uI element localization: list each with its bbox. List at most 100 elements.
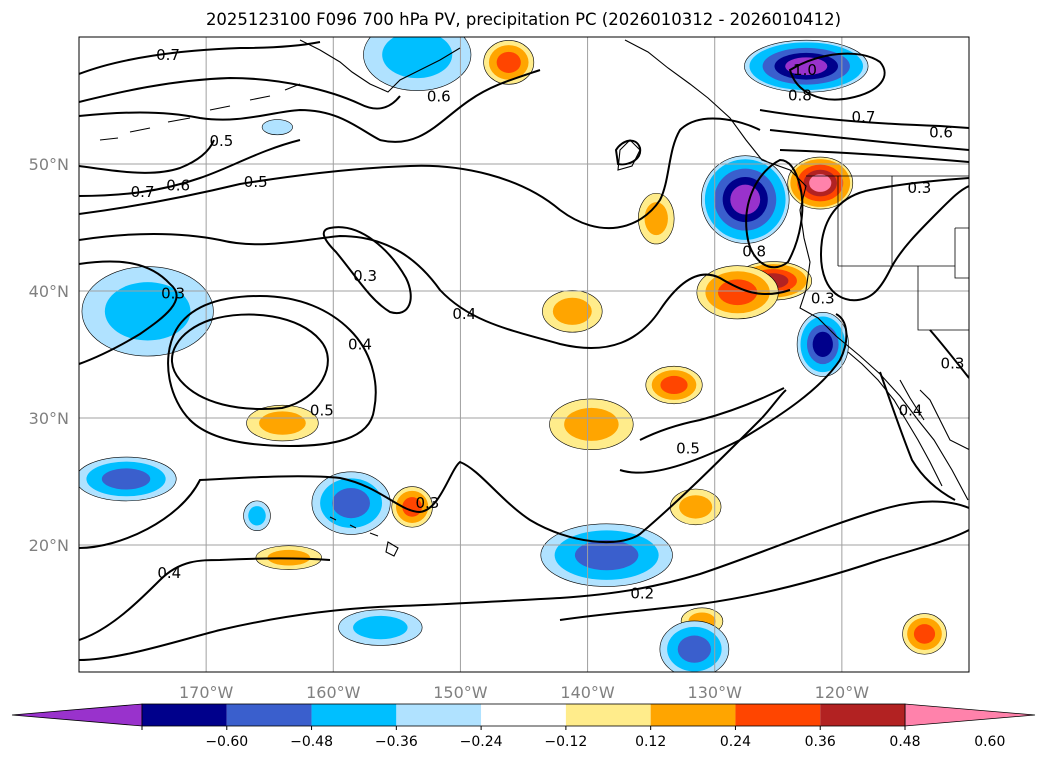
colorbar-tick-label: 0.48 [889, 734, 920, 750]
aleutian-islands [99, 83, 301, 141]
precip-anomaly-blob [730, 184, 761, 215]
colorbar-tick-label: 0.60 [974, 734, 1005, 750]
precip-anomaly-blob [353, 615, 408, 640]
us-state-borders [806, 175, 969, 331]
pv-contour-0.8-north [759, 109, 969, 129]
pv-contour-label: 0.3 [161, 285, 185, 303]
precip-anomaly-blob [809, 174, 832, 192]
latitude-label: 20°N [29, 536, 69, 555]
colorbar-tick-label: −0.60 [205, 734, 248, 750]
pv-contour-label: 0.4 [452, 305, 476, 323]
pv-contour-label: 0.7 [131, 183, 155, 201]
pv-contour-0.2-south [79, 500, 969, 661]
colorbar-bin [311, 704, 397, 726]
pv-contour-label: 0.4 [348, 335, 372, 353]
precip-anomaly-blob [812, 331, 833, 357]
pv-contour-0.8-trough [745, 158, 804, 269]
precip-anomaly-blob [785, 57, 828, 76]
map-gridlines [79, 37, 969, 672]
colorbar-bin [396, 704, 482, 726]
chart-title: 2025123100 F096 700 hPa PV, precipitatio… [205, 10, 842, 29]
pv-contour-0.6-west [79, 139, 301, 197]
colorbar-bin [226, 704, 312, 726]
pv-contour-label: 0.7 [852, 108, 876, 126]
pv-contour-label: 1.0 [793, 61, 817, 79]
latitude-label: 30°N [29, 409, 69, 428]
pv-contour-0.7-north [79, 41, 321, 75]
precip-anomaly-blob [248, 506, 266, 526]
pv-contour-0.4-ring [167, 294, 377, 448]
pv-contour-0.7-east [769, 129, 969, 151]
precip-anomaly-blob [496, 51, 521, 73]
precip-anomaly-blob [660, 375, 688, 395]
pv-contour-label: 0.6 [166, 177, 190, 195]
pv-contour-label: 0.3 [907, 179, 931, 197]
precip-anomaly-blob [913, 624, 936, 644]
pv-contour-0.6-east [779, 149, 969, 163]
pv-contour-label: 0.7 [156, 46, 180, 64]
colorbar-extend-high [904, 703, 1036, 727]
precip-anomaly-blob [104, 282, 191, 341]
coastline-layer [99, 39, 969, 557]
pv-contour-0.4-southeast [639, 387, 785, 441]
pv-contour-label: 0.2 [630, 584, 654, 602]
pv-contour-0.3-east [820, 177, 969, 302]
pv-contour-label: 0.6 [427, 88, 451, 106]
precip-anomaly-blob [259, 411, 306, 435]
colorbar-tick-label: −0.36 [375, 734, 418, 750]
colorbar-bin [142, 704, 227, 726]
longitude-label: 160°W [306, 683, 361, 702]
longitude-label: 120°W [815, 683, 870, 702]
pv-contour-0.3-closed [322, 226, 412, 315]
pv-contour-label: 0.3 [415, 494, 439, 512]
pv-contour-0.6-north [79, 76, 401, 110]
pv-contour-0.5-north [79, 69, 541, 143]
pv-contour-0.4-main [79, 233, 791, 349]
pv-contour-label: 0.8 [788, 86, 812, 104]
baja-california-coastline [847, 351, 943, 487]
precip-anomaly-blob [552, 297, 592, 325]
colorbar-bin [565, 704, 651, 726]
colorbar-extend-low [11, 703, 143, 727]
pv-contour-label: 0.3 [353, 267, 377, 285]
latitude-label: 40°N [29, 282, 69, 301]
pv-contour-label: 0.3 [941, 354, 965, 372]
pv-contour-label: 0.5 [209, 132, 233, 150]
colorbar: −0.60 −0.48 −0.36 −0.24 −0.12 0.12 0.24 0.36 0.4… [11, 703, 1036, 750]
pv-contour-0.3-south [79, 389, 787, 549]
longitude-label: 140°W [560, 683, 615, 702]
precip-anomaly-blob [574, 540, 639, 571]
colorbar-tick-label: −0.48 [290, 734, 333, 750]
colorbar-tick-label: 0.24 [720, 734, 751, 750]
colorbar-bin [735, 704, 821, 726]
colorbar-bin [650, 704, 736, 726]
colorbar-tick-label: 0.12 [635, 734, 666, 750]
precip-anomaly-blob [679, 495, 713, 519]
precip-anomaly-layer [79, 37, 947, 672]
pv-contour-label: 0.5 [244, 173, 268, 191]
colorbar-bin [481, 704, 566, 726]
pv-contour-0.2-lower [559, 529, 969, 621]
pv-contour-small-closed [614, 139, 642, 166]
colorbar-bin [820, 704, 905, 726]
precip-anomaly-blob [332, 487, 370, 519]
pv-contour-0.4-south [79, 557, 331, 641]
alaska-peninsula-coastline [299, 39, 461, 93]
colorbar-tick-label: 0.36 [805, 734, 836, 750]
colorbar-tick-label: −0.12 [544, 734, 587, 750]
pv-contour-label: 0.6 [929, 123, 953, 141]
pv-contour-0.5-closed-low [170, 313, 329, 410]
pv-contour-label: 0.5 [310, 401, 334, 419]
precip-anomaly-blob [644, 202, 668, 236]
pv-contour-0.3-southeast [929, 329, 969, 379]
precip-anomaly-blob [101, 468, 151, 490]
precip-anomaly-blob [261, 119, 293, 136]
pv-contour-label: 0.3 [811, 290, 835, 308]
pv-contour-0.3-northwest [79, 260, 178, 365]
longitude-label: 150°W [433, 683, 488, 702]
pv-contour-label: 0.5 [676, 439, 700, 457]
hawaii-islands [329, 516, 399, 557]
longitude-label: 170°W [179, 683, 234, 702]
latitude-label: 50°N [29, 155, 69, 174]
